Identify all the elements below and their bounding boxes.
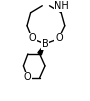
Polygon shape (38, 44, 45, 55)
Text: O: O (24, 72, 31, 82)
Text: O: O (55, 33, 63, 43)
Text: NH: NH (54, 1, 69, 11)
Text: B: B (42, 39, 48, 49)
Text: O: O (28, 33, 36, 43)
